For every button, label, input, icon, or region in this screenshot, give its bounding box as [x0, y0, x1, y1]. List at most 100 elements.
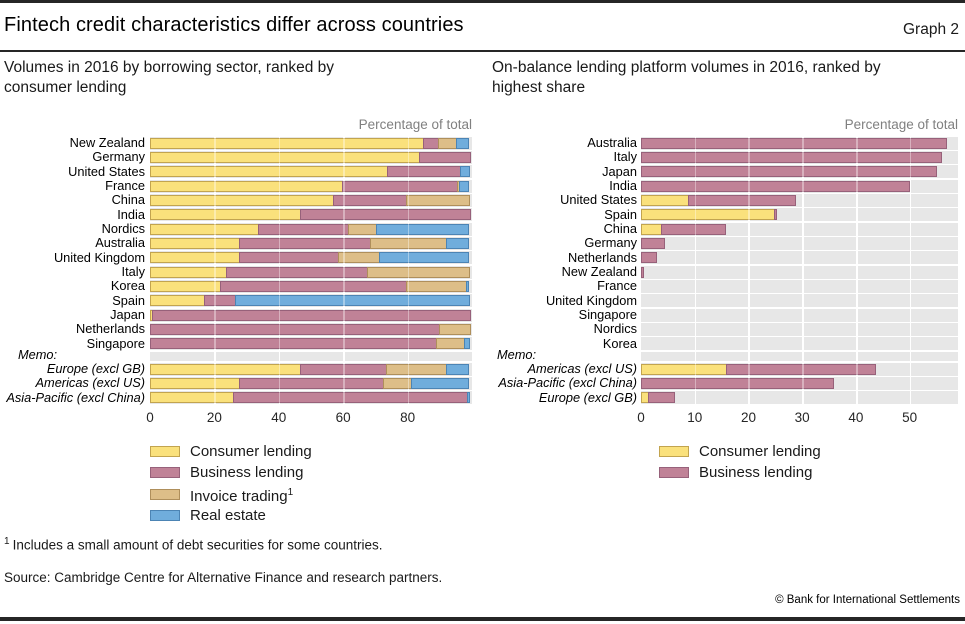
category-label: Singapore [86, 335, 145, 351]
bar-row [641, 223, 726, 235]
category-label: New Zealand [561, 263, 637, 279]
footnote-marker: 1 [4, 536, 10, 547]
right-axis-note: Percentage of total [844, 117, 958, 132]
category-labels: New Zealand Germany United States France Chi… [0, 135, 145, 405]
bar-segment-business [258, 223, 349, 235]
bar-segment-real_estate [465, 280, 469, 292]
bar-row [641, 266, 644, 278]
row-background-stripe [641, 391, 958, 405]
legend-item-business: Business lending [150, 462, 312, 483]
bar-row [641, 151, 942, 163]
legend-item-business: Business lending [659, 462, 821, 483]
legend-label: Business lending [190, 464, 304, 482]
gridline-overlay [694, 136, 697, 405]
bar-row [641, 252, 658, 264]
bar-segment-business [239, 252, 339, 264]
bar-row [641, 377, 835, 389]
legend: Consumer lending Business lending [659, 441, 821, 484]
row-background-stripe [641, 280, 958, 293]
bar-row [641, 209, 777, 221]
category-label: France [597, 278, 637, 294]
bar-row [150, 280, 469, 292]
bar-segment-consumer [150, 151, 421, 163]
bar-segment-consumer [150, 166, 389, 178]
right-chart-panel: On-balance lending platform volumes in 2… [483, 0, 965, 624]
legend-label: Real estate [190, 507, 266, 525]
bar-row [641, 137, 948, 149]
bar-row [150, 392, 470, 404]
title-divider-rule [0, 50, 965, 52]
bar-segment-real_estate [446, 363, 469, 375]
memo-gap-stripe [150, 351, 472, 362]
category-label: Italy [121, 263, 145, 279]
bar-row [150, 223, 469, 235]
bar-segment-business [422, 137, 439, 149]
bar-segment-business [641, 252, 658, 264]
category-label: Korea [602, 335, 637, 351]
footnote: 1 Includes a small amount of debt securit… [4, 536, 383, 553]
bar-segment-invoice [347, 223, 377, 235]
bar-segment-business [226, 266, 368, 278]
bar-row [150, 166, 470, 178]
bar-row [150, 194, 470, 206]
bar-row [150, 338, 470, 350]
category-label: United Kingdom [53, 249, 145, 265]
row-background-stripe [641, 265, 958, 279]
gridline [909, 136, 912, 405]
bar-segment-business [774, 209, 777, 221]
row-background-stripe [641, 337, 958, 351]
bar-row [150, 363, 469, 375]
bar-segment-business [232, 392, 468, 404]
bar-segment-consumer [150, 194, 334, 206]
category-label: United Kingdom [545, 292, 637, 308]
bar-row [641, 392, 675, 404]
bar-segment-business [648, 392, 675, 404]
bar-row [641, 237, 666, 249]
row-background-stripe [641, 294, 958, 308]
x-tick-label: 20 [206, 409, 222, 425]
gridline [694, 136, 697, 405]
bar-row [641, 180, 910, 192]
bar-segment-consumer [641, 194, 690, 206]
category-label: China [603, 220, 637, 236]
legend-superscript: 1 [287, 486, 294, 498]
category-label: Netherlands [75, 321, 145, 337]
graph-number-label: Graph 2 [902, 21, 959, 38]
plot-area [641, 136, 958, 405]
row-background-stripe [641, 308, 958, 322]
category-label: New Zealand [69, 135, 145, 150]
category-label: Australia [95, 235, 145, 251]
legend-swatch-consumer [150, 446, 180, 458]
category-label: France [105, 177, 145, 193]
x-tick-label: 50 [902, 409, 918, 425]
category-label: Korea [110, 278, 145, 294]
bar-row [150, 266, 470, 278]
gridline-overlay [802, 136, 804, 405]
gridline [802, 136, 804, 405]
category-label: Germany [92, 149, 145, 165]
x-tick-label: 30 [794, 409, 810, 425]
row-background-stripe [641, 322, 958, 336]
category-label: Asia-Pacific (excl China) [6, 389, 145, 405]
bar-row [150, 151, 471, 163]
bar-segment-real_estate [446, 237, 469, 249]
gridline-overlay [214, 136, 216, 405]
category-label: Netherlands [567, 249, 637, 265]
category-label: Asia-Pacific (excl China) [498, 375, 637, 391]
memo-label: Memo: [497, 347, 537, 363]
legend-label: Consumer lending [699, 443, 821, 461]
copyright-line: © Bank for International Settlements [775, 594, 960, 606]
bar-segment-real_estate [460, 166, 470, 178]
x-tick-label: 0 [637, 409, 645, 425]
bar-segment-business [725, 363, 877, 375]
bar-row [150, 209, 471, 221]
category-label: Singapore [578, 306, 637, 322]
bar-segment-real_estate [375, 223, 469, 235]
top-border-rule [0, 0, 965, 3]
legend-label: Invoice trading1 [190, 486, 294, 505]
category-label: India [117, 206, 145, 222]
category-label: Spain [604, 206, 637, 222]
bar-segment-business [641, 180, 910, 192]
bar-segment-business [239, 377, 385, 389]
bar-segment-real_estate [466, 392, 470, 404]
